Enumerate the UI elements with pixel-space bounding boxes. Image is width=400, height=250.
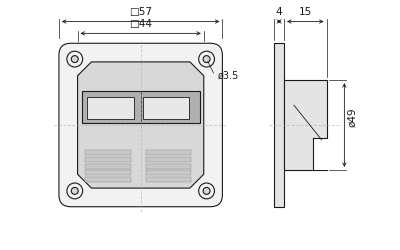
Text: ø49: ø49: [347, 107, 357, 127]
Text: □44: □44: [129, 20, 152, 30]
Text: □57: □57: [129, 6, 152, 16]
Circle shape: [199, 183, 214, 199]
Bar: [146, 170, 191, 175]
Polygon shape: [78, 62, 204, 188]
Circle shape: [71, 56, 78, 62]
Bar: [143, 97, 189, 119]
Bar: [82, 92, 200, 123]
Bar: [274, 43, 284, 207]
Bar: [146, 178, 191, 182]
Circle shape: [67, 51, 83, 67]
Circle shape: [199, 51, 214, 67]
Bar: [146, 157, 191, 162]
Bar: [86, 164, 131, 168]
Circle shape: [203, 56, 210, 62]
Bar: [86, 170, 131, 175]
Bar: [86, 157, 131, 162]
Circle shape: [67, 183, 83, 199]
Circle shape: [203, 188, 210, 194]
Bar: [146, 150, 191, 155]
Circle shape: [71, 188, 78, 194]
Bar: [86, 178, 131, 182]
Bar: [86, 150, 131, 155]
Bar: [88, 97, 134, 119]
Text: 15: 15: [299, 6, 312, 16]
Bar: [284, 80, 326, 170]
Bar: [313, 138, 328, 170]
FancyBboxPatch shape: [59, 43, 222, 207]
Text: ø3.5: ø3.5: [218, 70, 239, 81]
Bar: [146, 164, 191, 168]
Text: 4: 4: [276, 6, 282, 16]
